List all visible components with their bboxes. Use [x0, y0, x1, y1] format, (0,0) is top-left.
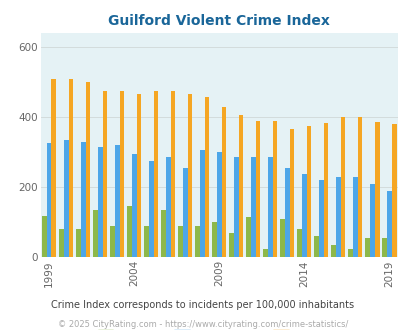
Bar — [381, 238, 386, 257]
Bar — [64, 140, 68, 257]
Bar — [323, 123, 328, 257]
Bar — [85, 82, 90, 257]
Bar — [255, 121, 260, 257]
Bar — [132, 154, 136, 257]
Bar — [211, 222, 216, 257]
Bar — [204, 97, 209, 257]
Bar — [199, 150, 204, 257]
Bar — [127, 206, 132, 257]
Bar — [136, 94, 141, 257]
Bar — [386, 191, 391, 257]
Bar — [110, 226, 115, 257]
Bar — [340, 117, 345, 257]
Bar — [115, 145, 119, 257]
Bar — [318, 180, 323, 257]
Bar — [391, 124, 396, 257]
Bar — [233, 157, 238, 257]
Bar — [245, 217, 250, 257]
Bar — [267, 157, 272, 257]
Bar — [369, 184, 374, 257]
Bar — [221, 107, 226, 257]
Bar — [250, 157, 255, 257]
Bar — [76, 229, 81, 257]
Bar — [149, 161, 153, 257]
Bar — [51, 79, 56, 257]
Bar — [306, 126, 311, 257]
Bar — [301, 174, 306, 257]
Bar — [119, 91, 124, 257]
Bar — [98, 147, 102, 257]
Bar — [313, 236, 318, 257]
Bar — [187, 94, 192, 257]
Bar — [364, 238, 369, 257]
Bar — [178, 226, 182, 257]
Bar — [170, 91, 175, 257]
Bar — [284, 168, 289, 257]
Bar — [228, 233, 233, 257]
Bar — [68, 79, 73, 257]
Bar — [153, 91, 158, 257]
Bar — [374, 122, 379, 257]
Bar — [161, 210, 165, 257]
Text: Crime Index corresponds to incidents per 100,000 inhabitants: Crime Index corresponds to incidents per… — [51, 300, 354, 310]
Bar — [59, 229, 64, 257]
Bar — [330, 245, 335, 257]
Bar — [357, 117, 362, 257]
Title: Guilford Violent Crime Index: Guilford Violent Crime Index — [108, 14, 329, 28]
Bar — [165, 157, 170, 257]
Bar — [144, 226, 149, 257]
Bar — [335, 177, 340, 257]
Bar — [238, 115, 243, 257]
Bar — [216, 151, 221, 257]
Bar — [289, 129, 294, 257]
Bar — [347, 248, 352, 257]
Bar — [47, 144, 51, 257]
Bar — [296, 229, 301, 257]
Legend: Guilford, Connecticut, National: Guilford, Connecticut, National — [93, 326, 345, 330]
Text: © 2025 CityRating.com - https://www.cityrating.com/crime-statistics/: © 2025 CityRating.com - https://www.city… — [58, 319, 347, 329]
Bar — [42, 216, 47, 257]
Bar — [93, 210, 98, 257]
Bar — [262, 248, 267, 257]
Bar — [81, 142, 85, 257]
Bar — [352, 177, 357, 257]
Bar — [194, 226, 199, 257]
Bar — [182, 168, 187, 257]
Bar — [272, 121, 277, 257]
Bar — [102, 91, 107, 257]
Bar — [279, 219, 284, 257]
